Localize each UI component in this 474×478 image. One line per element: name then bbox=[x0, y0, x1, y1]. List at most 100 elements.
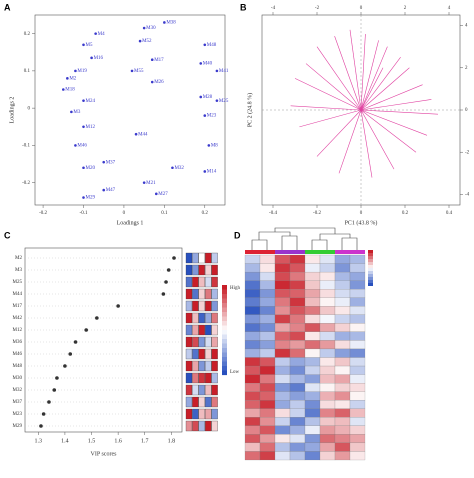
y-tick-label: M29 bbox=[13, 424, 23, 429]
heat-cell bbox=[304, 314, 321, 324]
heat-cell bbox=[192, 252, 199, 264]
heat-cell bbox=[349, 442, 366, 452]
y-axis-label: PC 2 (24.8 %) bbox=[246, 93, 253, 127]
heat-cell bbox=[244, 331, 261, 341]
heat-cell bbox=[205, 288, 212, 300]
heat-cell bbox=[319, 434, 336, 444]
dot bbox=[172, 256, 176, 260]
heat-cell bbox=[349, 451, 366, 461]
panel-label: A bbox=[4, 2, 11, 12]
point bbox=[215, 69, 219, 73]
heat-cell bbox=[319, 289, 336, 298]
loading-vector bbox=[360, 84, 423, 111]
heat-cell bbox=[319, 417, 336, 426]
heat-cell bbox=[244, 357, 261, 367]
heat-cell bbox=[304, 417, 321, 426]
y2-tick-label: -4 bbox=[465, 193, 470, 198]
heat-cell bbox=[304, 297, 321, 307]
heat-cell bbox=[319, 306, 336, 315]
color-key bbox=[368, 250, 373, 253]
heat-cell bbox=[304, 400, 321, 409]
heat-cell bbox=[289, 254, 306, 264]
heat-cell bbox=[349, 425, 366, 435]
heat-cell bbox=[349, 323, 366, 332]
dot bbox=[68, 352, 73, 356]
heat-cell bbox=[244, 271, 261, 281]
heat-cell bbox=[304, 348, 321, 358]
heat-cell bbox=[304, 280, 321, 290]
heat-cell bbox=[185, 252, 193, 264]
dot bbox=[55, 376, 59, 380]
heat-cell bbox=[244, 365, 261, 375]
y-tick-label: M48 bbox=[13, 364, 23, 369]
heat-cell bbox=[334, 306, 351, 315]
dendrogram bbox=[251, 227, 358, 250]
heat-cell bbox=[349, 271, 366, 281]
heat-cell bbox=[349, 331, 366, 341]
heat-cell bbox=[244, 400, 261, 409]
color-bar bbox=[222, 316, 227, 322]
point bbox=[82, 196, 85, 199]
heat-cell bbox=[211, 324, 218, 336]
heat-cell bbox=[192, 336, 199, 348]
y-tick-label: M3 bbox=[15, 268, 22, 273]
point-label: M23 bbox=[207, 114, 217, 119]
y-tick-label: M37 bbox=[13, 400, 23, 405]
heat-cell bbox=[304, 271, 321, 281]
heat-cell bbox=[244, 348, 261, 358]
heat-cell bbox=[304, 451, 321, 461]
heat-cell bbox=[274, 374, 291, 384]
heat-cell bbox=[334, 365, 351, 375]
dot bbox=[161, 292, 166, 296]
heat-cell bbox=[319, 400, 336, 409]
x-tick-label: -0.2 bbox=[313, 211, 321, 216]
point bbox=[82, 166, 85, 170]
heat-cell bbox=[259, 451, 276, 461]
y-tick-label: M23 bbox=[13, 412, 23, 417]
heat-cell bbox=[185, 396, 193, 408]
heat-cell bbox=[274, 306, 291, 315]
heat-cell bbox=[349, 314, 366, 324]
heat-cell bbox=[304, 289, 321, 298]
heat-cell bbox=[198, 384, 205, 396]
heat-cell bbox=[289, 280, 306, 290]
point bbox=[90, 56, 93, 60]
point bbox=[70, 110, 73, 114]
heat-cell bbox=[334, 254, 351, 264]
color-bar bbox=[222, 352, 227, 358]
point-label: M2 bbox=[69, 76, 76, 81]
y-tick-label: M36 bbox=[13, 340, 23, 345]
heat-cell bbox=[304, 331, 321, 341]
heat-cell bbox=[211, 300, 218, 312]
heat-cell bbox=[274, 323, 291, 332]
point bbox=[142, 181, 146, 184]
heat-cell bbox=[289, 263, 306, 273]
heat-cell bbox=[349, 400, 366, 409]
heat-cell bbox=[274, 442, 291, 452]
heat-cell bbox=[185, 360, 193, 372]
point-label: M48 bbox=[207, 43, 217, 48]
color-bar bbox=[222, 325, 227, 331]
point bbox=[82, 99, 85, 102]
heat-cell bbox=[289, 289, 306, 298]
color-key bbox=[368, 253, 373, 256]
y-tick-label: M32 bbox=[13, 388, 23, 393]
heat-cell bbox=[205, 276, 212, 288]
heat-cell bbox=[274, 365, 291, 375]
point-label: M47 bbox=[106, 188, 116, 193]
heat-cell bbox=[244, 434, 261, 444]
heat-cell bbox=[259, 280, 276, 290]
point bbox=[94, 32, 97, 35]
x-tick-label: 1.6 bbox=[114, 438, 122, 444]
dot bbox=[166, 268, 171, 272]
heat-cell bbox=[259, 297, 276, 307]
heat-cell bbox=[349, 263, 366, 273]
heat-cell bbox=[259, 289, 276, 298]
x-axis-label: PC1 (43.8 %) bbox=[345, 219, 378, 226]
heat-cell bbox=[319, 451, 336, 461]
heat-cell bbox=[211, 276, 218, 288]
point bbox=[203, 114, 207, 117]
heat-cell bbox=[274, 434, 291, 444]
point-label: M25 bbox=[219, 99, 229, 104]
